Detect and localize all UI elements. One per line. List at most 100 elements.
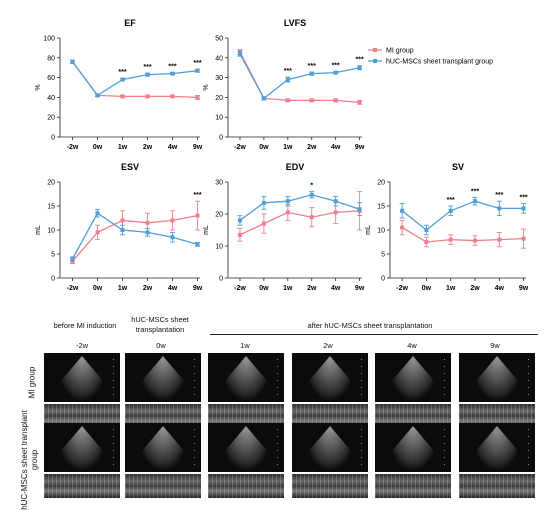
x-tick-label-0-3: 2w: [143, 144, 153, 151]
point-4-1-0: [400, 208, 405, 213]
sig-0-5: ***: [193, 60, 201, 67]
y-tick-label-3-0: 0: [219, 276, 223, 283]
point-3-0-4: [333, 210, 338, 215]
x-tick-label-0-5: 9w: [193, 144, 203, 151]
series-line-1-1: [239, 53, 360, 100]
y-label-3: mL: [203, 225, 210, 235]
point-2-1-2: [120, 228, 125, 232]
sig-4-4: ***: [495, 192, 503, 199]
group-header-after: after hUC-MSCs sheet transplantation: [307, 321, 433, 330]
point-2-0-0: [70, 259, 75, 264]
ultrasound-sector: [471, 426, 523, 470]
series-line-2-0: [72, 214, 198, 262]
point-0-0-5: [195, 95, 200, 100]
ultrasound-sector: [387, 356, 439, 400]
point-1-1-0: [237, 51, 242, 56]
point-3-0-0: [237, 232, 242, 237]
depth-scale: [277, 359, 278, 395]
point-1-0-3: [309, 98, 314, 103]
point-1-1-5: [357, 65, 362, 70]
echo-2d-image: [44, 353, 120, 402]
x-tick-label-0-2: 1w: [118, 144, 128, 151]
sig-3-3: *: [310, 183, 313, 190]
ultrasound-sector: [137, 426, 189, 470]
y-tick-label-4-0: 0: [381, 276, 385, 283]
y-tick-label-4-2: 10: [377, 228, 385, 235]
point-1-0-5: [357, 100, 362, 105]
point-4-0-0: [400, 225, 405, 230]
sig-1-2: ***: [284, 68, 292, 75]
depth-scale: [444, 359, 445, 395]
point-1-1-4: [333, 70, 338, 75]
point-4-0-3: [473, 238, 477, 243]
y-tick-label-1-5: 50: [215, 36, 223, 43]
y-tick-label-2-4: 20: [47, 180, 55, 187]
echo-2d-image: [292, 423, 368, 472]
point-2-0-5: [195, 213, 200, 218]
column-label-1w: 1w: [240, 341, 250, 350]
depth-scale: [528, 429, 529, 465]
sig-4-5: ***: [519, 195, 527, 202]
echo-2d-image: [208, 353, 284, 402]
m-mode-trace: [208, 474, 284, 498]
depth-scale: [194, 359, 195, 395]
y-label-1: %: [203, 84, 210, 90]
point-0-0-3: [145, 94, 150, 99]
point-4-1-4: [497, 206, 502, 211]
ultrasound-sector: [56, 426, 108, 470]
y-tick-label-1-4: 40: [215, 55, 223, 62]
depth-scale: [113, 429, 114, 465]
point-2-1-3: [145, 230, 150, 235]
echo-2d-image: [125, 353, 201, 402]
point-3-1-2: [285, 199, 290, 204]
point-2-0-2: [120, 218, 125, 223]
x-tick-label-1-4: 4w: [331, 144, 341, 151]
y-tick-label-0-3: 60: [47, 75, 55, 82]
point-4-1-3: [473, 199, 477, 204]
legend-label-huc: hUC-MSCs sheet transplant group: [386, 59, 493, 66]
x-tick-label-4-5: 9w: [519, 285, 529, 292]
y-tick-label-4-1: 5: [381, 252, 385, 259]
chart-title-0: EF: [124, 18, 136, 28]
x-tick-label-3-1: 0w: [259, 285, 269, 292]
sig-0-4: ***: [168, 64, 176, 71]
point-0-1-5: [195, 68, 200, 73]
point-0-1-3: [145, 72, 150, 77]
x-tick-label-4-1: 0w: [422, 285, 432, 292]
x-tick-label-3-3: 2w: [307, 285, 317, 292]
depth-scale: [361, 429, 362, 465]
ultrasound-sector: [56, 356, 108, 400]
point-3-0-1: [261, 221, 266, 226]
point-0-1-2: [120, 77, 125, 82]
y-tick-label-3-2: 20: [215, 212, 223, 219]
y-tick-label-2-3: 15: [47, 204, 55, 211]
series-line-4-0: [401, 227, 524, 243]
y-tick-label-0-0: 0: [51, 135, 55, 142]
point-1-1-1: [261, 96, 266, 101]
point-1-1-3: [309, 71, 314, 76]
group-header-after-line: [210, 334, 538, 335]
m-mode-trace: [375, 474, 451, 498]
point-2-1-4: [170, 235, 175, 240]
x-tick-label-4-2: 1w: [446, 285, 456, 292]
point-3-1-4: [333, 199, 338, 204]
sig-4-2: ***: [447, 197, 455, 204]
column-label-m2w: -2w: [76, 341, 88, 350]
ultrasound-sector: [304, 356, 356, 400]
y-label-2: mL: [35, 225, 42, 235]
x-tick-label-0-1: 0w: [93, 144, 103, 151]
x-tick-label-3-0: -2w: [234, 285, 246, 292]
y-label-4: mL: [365, 225, 372, 235]
sig-0-3: ***: [143, 64, 151, 71]
echo-2d-image: [375, 353, 451, 402]
depth-scale: [361, 359, 362, 395]
m-mode-trace: [44, 474, 120, 498]
x-tick-label-1-5: 9w: [355, 144, 365, 151]
series-line-3-1: [239, 194, 360, 221]
point-3-1-3: [309, 192, 314, 197]
point-4-0-1: [424, 240, 429, 244]
series-line-0-1: [71, 61, 198, 97]
group-header-transplantation: hUC-MSCs sheet transplantation: [131, 315, 189, 334]
point-2-0-3: [145, 220, 150, 225]
